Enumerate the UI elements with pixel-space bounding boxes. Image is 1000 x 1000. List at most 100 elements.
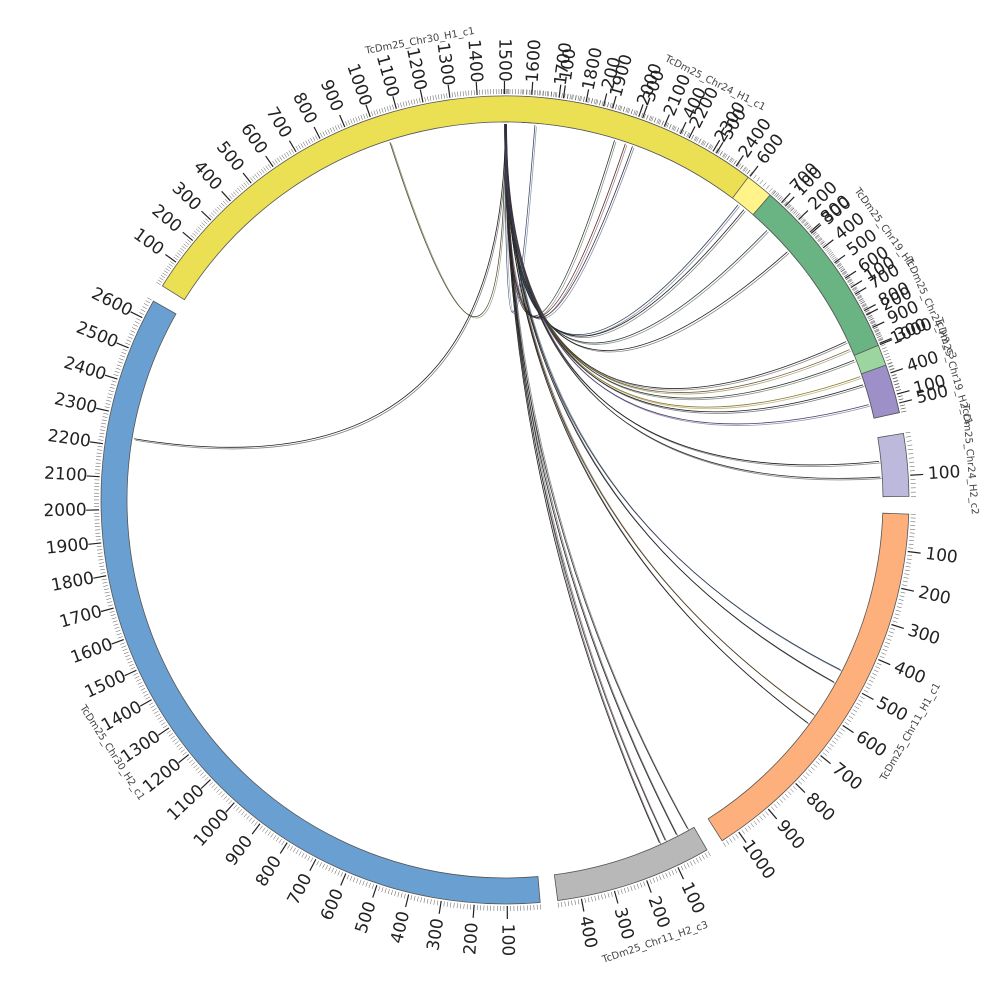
minor-tick bbox=[881, 652, 886, 655]
minor-tick bbox=[197, 769, 202, 774]
minor-tick bbox=[825, 749, 830, 753]
minor-tick bbox=[868, 679, 874, 683]
tick-label: 300 bbox=[610, 905, 638, 942]
minor-tick bbox=[457, 91, 459, 97]
minor-tick bbox=[201, 222, 206, 227]
minor-tick bbox=[114, 370, 120, 373]
minor-tick bbox=[726, 155, 730, 161]
minor-tick bbox=[875, 332, 881, 335]
minor-tick bbox=[102, 582, 108, 584]
minor-tick bbox=[674, 126, 677, 132]
minor-tick bbox=[892, 620, 898, 623]
minor-tick bbox=[860, 301, 865, 304]
minor-tick bbox=[636, 883, 639, 889]
major-tick bbox=[822, 239, 834, 249]
minor-tick bbox=[337, 870, 340, 876]
tick-label: 600 bbox=[852, 727, 890, 762]
minor-tick bbox=[101, 422, 107, 425]
minor-tick bbox=[750, 822, 755, 828]
minor-tick bbox=[103, 413, 109, 415]
major-tick bbox=[646, 880, 652, 893]
minor-tick bbox=[827, 746, 832, 750]
minor-tick bbox=[620, 889, 623, 894]
minor-tick bbox=[97, 449, 103, 451]
minor-tick bbox=[593, 98, 596, 104]
minor-tick bbox=[292, 847, 296, 853]
minor-tick bbox=[181, 245, 187, 250]
minor-tick bbox=[790, 207, 795, 212]
minor-tick bbox=[790, 788, 795, 793]
minor-tick bbox=[817, 758, 823, 762]
minor-tick bbox=[203, 220, 208, 225]
minor-tick bbox=[125, 654, 130, 658]
minor-tick bbox=[672, 125, 676, 131]
minor-tick bbox=[815, 235, 821, 240]
major-tick bbox=[850, 280, 863, 288]
minor-tick bbox=[104, 591, 110, 594]
minor-tick bbox=[443, 901, 445, 907]
minor-tick bbox=[628, 108, 631, 114]
minor-tick bbox=[209, 214, 213, 219]
minor-tick bbox=[819, 240, 824, 244]
minor-tick bbox=[633, 110, 636, 115]
minor-tick bbox=[879, 340, 885, 344]
minor-tick bbox=[724, 154, 728, 159]
minor-tick bbox=[880, 344, 886, 347]
minor-tick bbox=[904, 569, 910, 572]
minor-tick bbox=[723, 153, 727, 158]
minor-tick bbox=[587, 897, 590, 903]
minor-tick bbox=[96, 545, 102, 548]
minor-tick bbox=[908, 543, 914, 545]
minor-tick bbox=[671, 870, 675, 875]
minor-tick bbox=[770, 806, 775, 811]
minor-tick bbox=[831, 740, 837, 744]
minor-tick bbox=[756, 177, 760, 182]
major-tick bbox=[910, 473, 924, 476]
minor-tick bbox=[97, 555, 103, 558]
minor-tick bbox=[96, 456, 102, 458]
minor-tick bbox=[896, 389, 901, 392]
minor-tick bbox=[625, 107, 628, 113]
minor-tick bbox=[574, 899, 576, 905]
minor-tick bbox=[99, 432, 105, 435]
tick-label: 400 bbox=[387, 909, 414, 945]
minor-tick bbox=[279, 156, 283, 161]
minor-tick bbox=[850, 712, 856, 716]
minor-tick bbox=[109, 610, 115, 613]
minor-tick bbox=[113, 374, 119, 377]
minor-tick bbox=[906, 440, 912, 442]
minor-tick bbox=[860, 696, 865, 700]
minor-tick bbox=[906, 436, 912, 438]
link-curve-shadow bbox=[505, 123, 810, 725]
minor-tick bbox=[865, 311, 871, 315]
minor-tick bbox=[121, 645, 127, 648]
minor-tick bbox=[239, 186, 243, 191]
major-tick bbox=[749, 165, 759, 177]
minor-tick bbox=[432, 95, 434, 101]
major-tick bbox=[447, 84, 451, 98]
minor-tick bbox=[591, 98, 593, 104]
minor-tick bbox=[694, 136, 698, 142]
minor-tick bbox=[828, 252, 834, 256]
minor-tick bbox=[800, 777, 805, 782]
minor-tick bbox=[410, 99, 413, 105]
minor-tick bbox=[117, 636, 123, 639]
minor-tick bbox=[218, 204, 223, 209]
minor-tick bbox=[820, 241, 825, 246]
minor-tick bbox=[907, 444, 913, 446]
minor-tick bbox=[397, 891, 400, 897]
minor-tick bbox=[140, 687, 146, 691]
minor-tick bbox=[100, 429, 106, 431]
tick-label: 200 bbox=[460, 922, 482, 956]
minor-tick bbox=[651, 116, 654, 122]
minor-tick bbox=[551, 91, 553, 97]
minor-tick bbox=[205, 218, 210, 223]
minor-tick bbox=[254, 173, 258, 179]
minor-tick bbox=[319, 132, 323, 138]
minor-tick bbox=[867, 314, 873, 318]
minor-tick bbox=[176, 252, 181, 256]
minor-tick bbox=[732, 836, 736, 841]
minor-tick bbox=[298, 851, 302, 856]
minor-tick bbox=[869, 318, 874, 321]
minor-tick bbox=[462, 91, 464, 97]
